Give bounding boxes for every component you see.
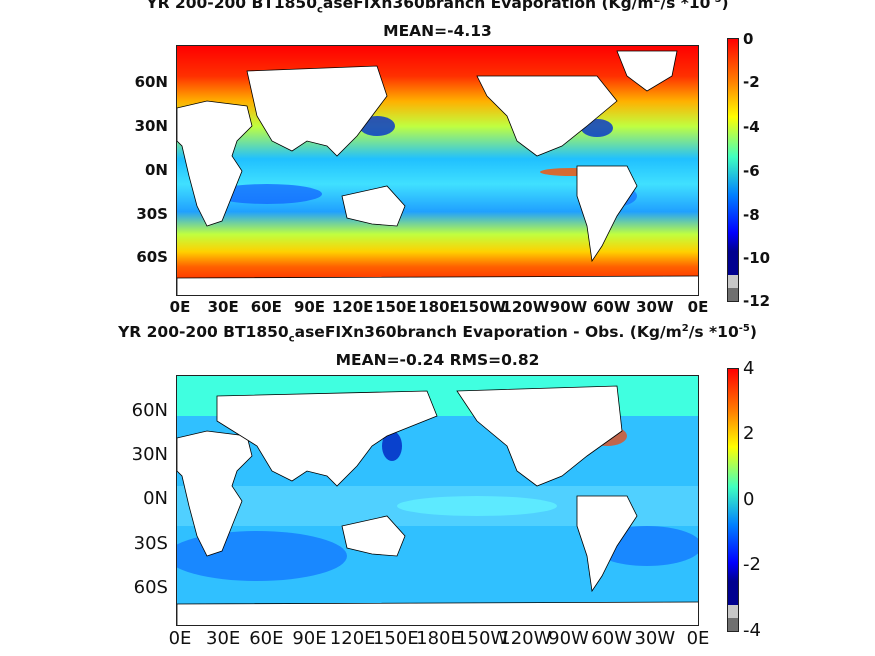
lon-label: 60W [591,628,633,649]
lat-label: 0N [143,488,168,509]
lon-label: 0E [687,298,709,316]
colorbar-label: -2 [743,73,760,91]
colorbar-label: -4 [743,118,760,136]
panel2-title: YR 200-200 BT1850caseFIXn360branch Evapo… [118,323,757,345]
lon-label: 90E [292,628,327,649]
lat-label: 30N [131,444,168,465]
lon-label: 150E [375,298,417,316]
lon-label: 150W [456,628,509,649]
lon-label: 90W [549,298,588,316]
lon-label: 120E [331,298,374,316]
colorbar-label: 4 [743,358,755,379]
lon-label: 120E [329,628,376,649]
lon-label: 30W [636,298,674,316]
lon-label: 90W [548,628,589,649]
lon-label: 0E [168,628,192,649]
lon-label: 180E [418,298,460,316]
lon-label: 90E [293,298,326,316]
colorbar-label: -10 [743,249,771,267]
lon-label: 150W [458,298,507,316]
lon-label: 60E [250,298,282,316]
colorbar-label: -2 [743,554,761,575]
lon-label: 30W [634,628,676,649]
colorbar-label: 0 [743,489,755,510]
lon-label: 60W [592,298,631,316]
lon-label: 180E [416,628,462,649]
panel2-map [176,375,699,626]
lon-label: 150E [372,628,419,649]
lat-label: 30S [133,533,168,554]
colorbar-label: -12 [743,292,771,310]
colorbar-label: -8 [743,206,760,224]
lon-label: 0E [169,298,191,316]
panel2-subtitle: MEAN=-0.24 RMS=0.82 [335,351,540,369]
lat-label: 0N [145,161,168,179]
lon-label: 30E [207,298,239,316]
lat-label: 60S [133,577,168,598]
colorbar-label: 2 [743,423,755,444]
lat-label: 30N [134,117,168,135]
lat-label: 60N [131,400,168,421]
colorbar-label: 0 [743,30,754,48]
lon-label: 0E [686,628,710,649]
colorbar-label: -6 [743,162,760,180]
lat-label: 60N [134,73,168,91]
lon-label: 30E [206,628,241,649]
panel2-colorbar [727,368,739,632]
lat-label: 60S [136,248,168,266]
lat-label: 30S [136,205,168,223]
lon-label: 60E [249,628,284,649]
colorbar-label: -4 [743,620,761,641]
lon-label: 120W [499,628,552,649]
lon-label: 120W [501,298,550,316]
panel1-subtitle: MEAN=-4.13 [383,22,492,40]
panel1-colorbar [727,38,739,302]
panel1-map [176,45,699,296]
panel1-title: YR 200-200 BT1850caseFIXn360branch Evapo… [146,0,729,16]
